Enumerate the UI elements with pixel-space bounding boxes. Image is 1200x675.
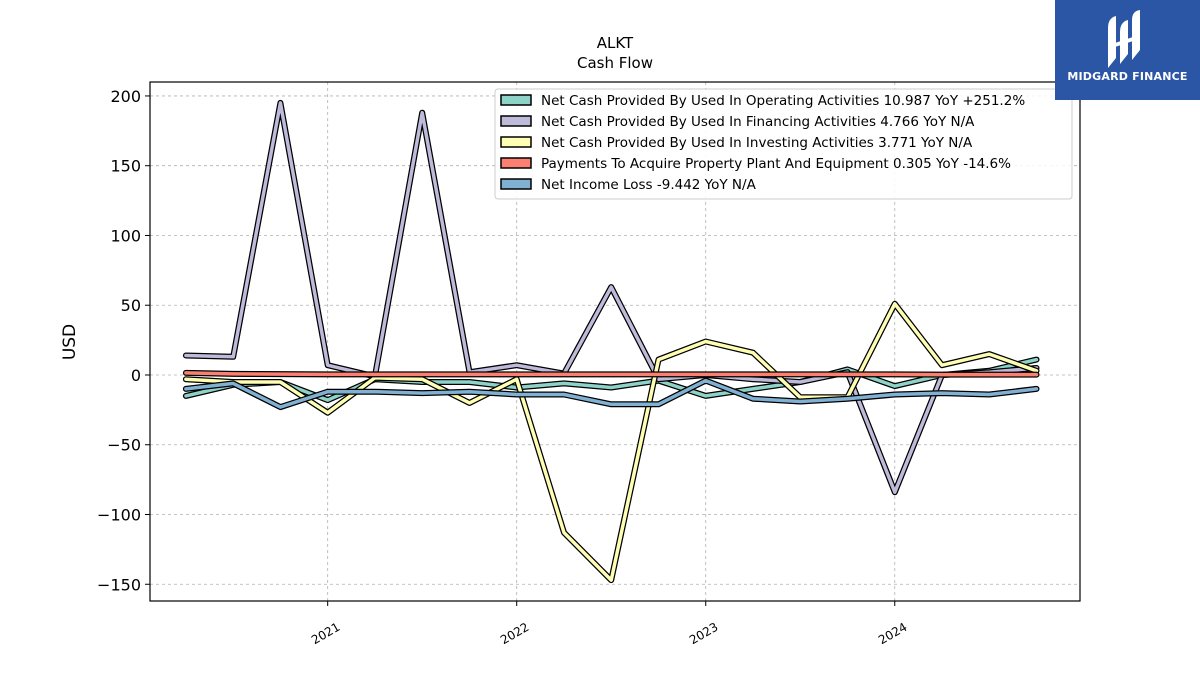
legend-entry-label: Payments To Acquire Property Plant And E…: [541, 156, 1011, 172]
legend-entry-label: Net Income Loss -9.442 YoY N/A: [541, 177, 757, 193]
plot-frame: [149, 81, 1081, 602]
brand-logo: MIDGARD FINANCE: [1055, 0, 1200, 100]
axis-ticks: 200 150 100 50 0 −50 −100 −150 2021 2022 2023 2024: [97, 87, 909, 647]
series-outline-net-cash-provided-by-used-in-investing-activities: [182, 300, 1040, 584]
legend-swatch: [500, 178, 532, 190]
series-line-net-cash-provided-by-used-in-financing-activities: [184, 101, 1039, 494]
legend-swatch: [500, 136, 532, 148]
legend-box: [494, 88, 1073, 200]
legend-swatch: [500, 94, 532, 106]
legend-entry-label: Net Cash Provided By Used In Operating A…: [541, 93, 1025, 109]
y-tick-label: 100: [110, 226, 141, 245]
legend-entry-label: Net Cash Provided By Used In Investing A…: [541, 135, 973, 151]
y-tick-label: 150: [110, 157, 141, 176]
legend-swatch: [500, 115, 532, 127]
series-lines: [182, 99, 1040, 584]
series-line-net-income-loss: [184, 378, 1039, 409]
y-axis-label: USD: [60, 324, 80, 360]
series-line-net-cash-provided-by-used-in-operating-activities: [184, 357, 1039, 402]
y-tick-label: −50: [107, 436, 141, 455]
y-tick-label: −100: [97, 506, 141, 525]
y-tick-label: 50: [121, 296, 141, 315]
series-line-net-cash-provided-by-used-in-investing-activities: [184, 302, 1039, 582]
y-tick-label: −150: [97, 575, 141, 594]
x-tick-label: 2021: [309, 620, 342, 647]
y-tick-label: 0: [131, 366, 141, 385]
chart-subtitle: Cash Flow: [577, 54, 653, 72]
legend-entry-label: Net Cash Provided By Used In Financing A…: [541, 114, 975, 130]
x-tick-label: 2022: [498, 620, 531, 647]
x-tick-label: 2024: [876, 620, 909, 647]
legend: Net Cash Provided By Used In Operating A…: [494, 88, 1073, 200]
brand-name: MIDGARD FINANCE: [1067, 70, 1188, 83]
legend-swatch: [500, 157, 532, 169]
logo-mark-icon: [1108, 10, 1140, 68]
chart-title: ALKT: [597, 34, 634, 52]
y-tick-label: 200: [110, 87, 141, 106]
series-line-payments-to-acquire-property-plant-and-equipment: [184, 371, 1039, 377]
x-tick-label: 2023: [687, 620, 720, 647]
